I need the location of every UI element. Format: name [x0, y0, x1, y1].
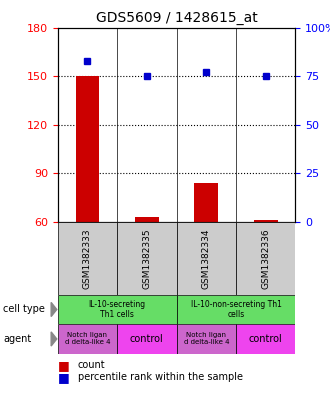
- Text: GSM1382334: GSM1382334: [202, 228, 211, 288]
- Polygon shape: [51, 303, 57, 317]
- Text: Notch ligan
d delta-like 4: Notch ligan d delta-like 4: [183, 332, 229, 345]
- Bar: [58, 295, 177, 324]
- Bar: [177, 324, 236, 354]
- Text: agent: agent: [3, 334, 32, 344]
- Title: GDS5609 / 1428615_at: GDS5609 / 1428615_at: [96, 11, 257, 25]
- Bar: [236, 222, 295, 295]
- Text: count: count: [78, 360, 105, 371]
- Text: cell type: cell type: [3, 305, 45, 314]
- Bar: [194, 183, 218, 222]
- Text: control: control: [130, 334, 164, 344]
- Bar: [117, 324, 177, 354]
- Text: GSM1382336: GSM1382336: [261, 228, 270, 289]
- Bar: [177, 295, 295, 324]
- Text: ■: ■: [58, 359, 70, 372]
- Bar: [254, 220, 278, 222]
- Text: Notch ligan
d delta-like 4: Notch ligan d delta-like 4: [65, 332, 110, 345]
- Polygon shape: [51, 332, 57, 346]
- Text: GSM1382333: GSM1382333: [83, 228, 92, 289]
- Bar: [177, 222, 236, 295]
- Text: ■: ■: [58, 371, 70, 384]
- Bar: [58, 222, 117, 295]
- Text: IL-10-non-secreting Th1
cells: IL-10-non-secreting Th1 cells: [190, 300, 281, 319]
- Bar: [135, 217, 159, 222]
- Text: control: control: [249, 334, 282, 344]
- Bar: [76, 76, 99, 222]
- Text: percentile rank within the sample: percentile rank within the sample: [78, 372, 243, 382]
- Bar: [58, 324, 117, 354]
- Text: GSM1382335: GSM1382335: [142, 228, 151, 289]
- Text: IL-10-secreting
Th1 cells: IL-10-secreting Th1 cells: [88, 300, 146, 319]
- Bar: [236, 324, 295, 354]
- Bar: [117, 222, 177, 295]
